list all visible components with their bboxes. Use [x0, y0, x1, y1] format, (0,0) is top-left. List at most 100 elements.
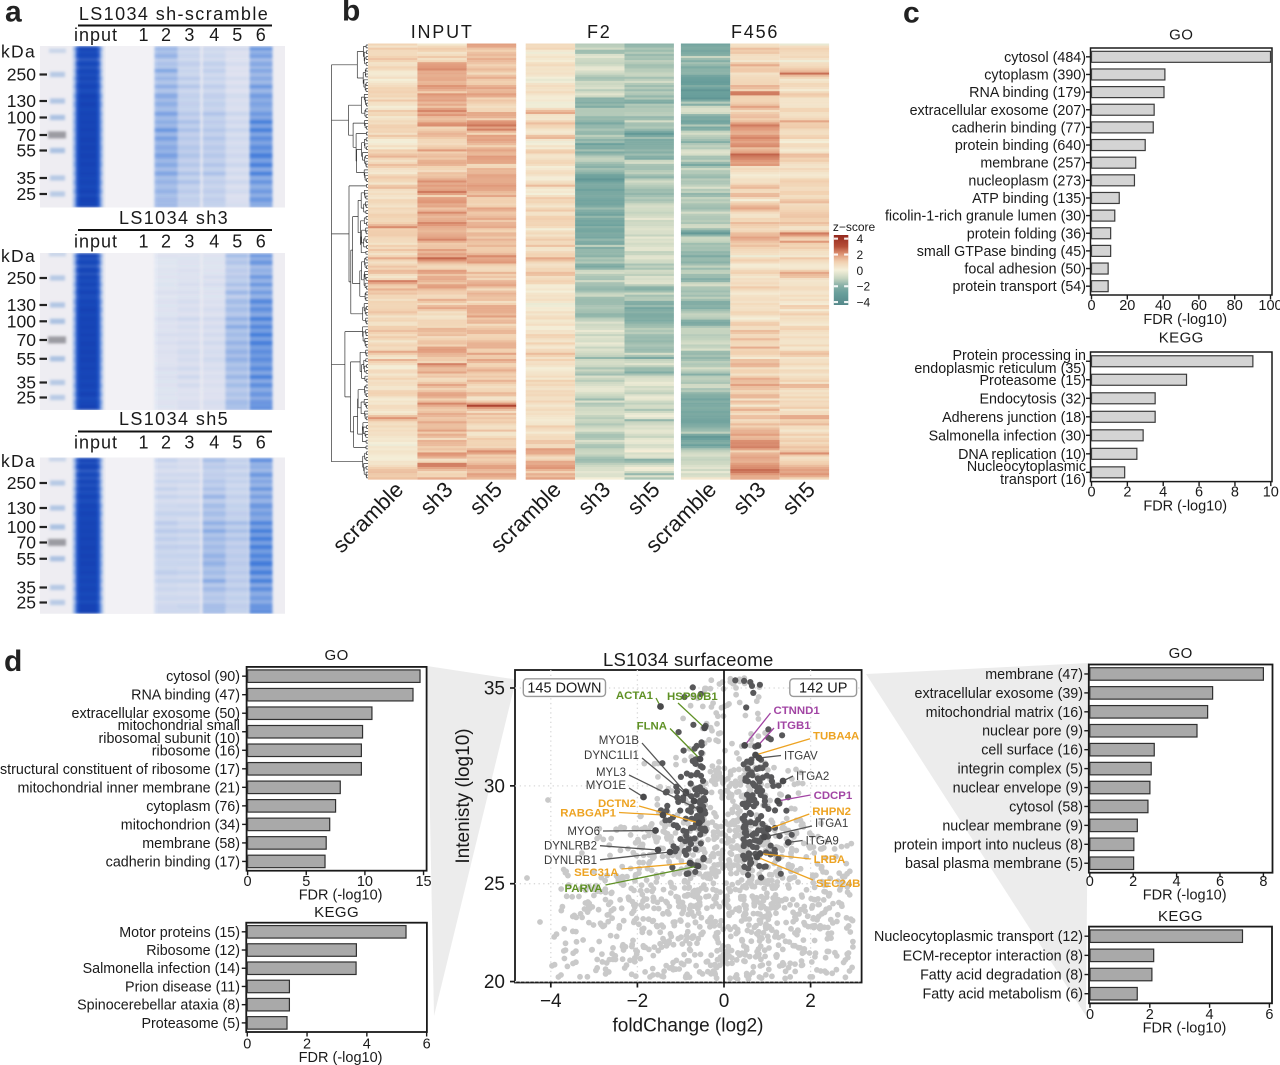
- svg-text:80: 80: [1227, 298, 1243, 314]
- svg-text:membrane (257): membrane (257): [980, 156, 1086, 172]
- svg-text:3: 3: [184, 25, 194, 45]
- svg-text:DYNLRB1: DYNLRB1: [544, 855, 597, 867]
- svg-text:a: a: [5, 0, 22, 29]
- svg-text:protein folding (36): protein folding (36): [967, 226, 1086, 242]
- svg-text:cytosol (58): cytosol (58): [1009, 799, 1083, 815]
- svg-text:LRBA: LRBA: [814, 854, 846, 866]
- svg-text:−4: −4: [857, 296, 871, 310]
- svg-text:Proteasome (5): Proteasome (5): [141, 1016, 240, 1032]
- svg-text:protein transport (54): protein transport (54): [952, 279, 1086, 295]
- svg-text:2: 2: [161, 25, 171, 45]
- svg-text:LS1034 sh5: LS1034 sh5: [119, 409, 229, 429]
- svg-text:Endocytosis (32): Endocytosis (32): [980, 391, 1086, 407]
- svg-text:INPUT: INPUT: [411, 22, 474, 42]
- svg-text:kDa: kDa: [1, 246, 36, 266]
- svg-text:basal plasma membrane (5): basal plasma membrane (5): [905, 856, 1083, 872]
- svg-text:3: 3: [184, 433, 194, 453]
- svg-text:ITGA9: ITGA9: [806, 836, 839, 848]
- svg-text:FDR (-log10): FDR (-log10): [1143, 1021, 1227, 1037]
- svg-text:20: 20: [1119, 298, 1135, 314]
- svg-text:cadherin binding (17): cadherin binding (17): [106, 854, 240, 870]
- svg-text:extracellular exosome (207): extracellular exosome (207): [910, 103, 1086, 119]
- svg-text:Protein processing in: Protein processing in: [952, 348, 1086, 364]
- svg-text:40: 40: [1155, 298, 1171, 314]
- svg-text:cytosol (90): cytosol (90): [166, 669, 240, 685]
- svg-text:endoplasmic reticulum (35): endoplasmic reticulum (35): [914, 361, 1086, 377]
- svg-text:ATP binding (135): ATP binding (135): [972, 191, 1086, 207]
- svg-text:70: 70: [17, 125, 37, 145]
- svg-text:0: 0: [243, 1037, 251, 1053]
- svg-text:MYO6: MYO6: [567, 826, 600, 838]
- svg-text:membrane (58): membrane (58): [142, 836, 240, 852]
- svg-text:HSP90B1: HSP90B1: [667, 691, 718, 703]
- svg-text:FDR (-log10): FDR (-log10): [1143, 499, 1227, 515]
- svg-text:10: 10: [357, 874, 373, 890]
- svg-text:4: 4: [209, 25, 219, 45]
- svg-text:SEC31A: SEC31A: [574, 867, 618, 879]
- svg-text:RNA binding (179): RNA binding (179): [969, 85, 1086, 101]
- svg-text:145 DOWN: 145 DOWN: [527, 680, 601, 696]
- svg-text:Motor proteins (15): Motor proteins (15): [119, 925, 240, 941]
- svg-text:protein import into nucleus (8: protein import into nucleus (8): [894, 837, 1083, 853]
- svg-text:6: 6: [256, 232, 266, 252]
- svg-text:mitochondrial matrix (16): mitochondrial matrix (16): [926, 705, 1083, 721]
- svg-text:70: 70: [17, 533, 37, 553]
- svg-text:−2: −2: [627, 991, 649, 1012]
- svg-text:DYNLRB2: DYNLRB2: [544, 841, 597, 853]
- svg-text:ECM-receptor interaction (8): ECM-receptor interaction (8): [903, 948, 1083, 964]
- svg-text:4: 4: [1173, 874, 1181, 890]
- svg-text:0: 0: [244, 874, 252, 890]
- svg-text:foldChange (log2): foldChange (log2): [612, 1016, 763, 1037]
- svg-text:35: 35: [17, 578, 36, 598]
- svg-text:nucleoplasm (273): nucleoplasm (273): [968, 173, 1086, 189]
- svg-text:250: 250: [7, 473, 36, 493]
- svg-text:35: 35: [17, 168, 36, 188]
- svg-text:DCTN2: DCTN2: [598, 798, 636, 810]
- svg-text:MYO1B: MYO1B: [599, 735, 640, 747]
- svg-text:KEGG: KEGG: [1158, 908, 1203, 925]
- svg-text:kDa: kDa: [1, 451, 36, 471]
- svg-text:250: 250: [7, 268, 36, 288]
- svg-text:KEGG: KEGG: [314, 904, 359, 921]
- svg-text:130: 130: [7, 498, 36, 518]
- svg-text:KEGG: KEGG: [1159, 330, 1204, 347]
- svg-text:z−score: z−score: [833, 220, 876, 234]
- svg-text:55: 55: [17, 141, 36, 161]
- svg-text:4: 4: [1159, 485, 1167, 501]
- svg-text:TUBA4A: TUBA4A: [813, 731, 859, 743]
- svg-text:3: 3: [184, 232, 194, 252]
- svg-text:4: 4: [1206, 1007, 1214, 1023]
- svg-text:2: 2: [1123, 485, 1131, 501]
- svg-text:Fatty acid degradation (8): Fatty acid degradation (8): [920, 968, 1083, 984]
- svg-text:250: 250: [7, 65, 36, 85]
- svg-text:ITGA1: ITGA1: [815, 818, 848, 830]
- svg-text:1: 1: [138, 25, 148, 45]
- svg-text:6: 6: [256, 25, 266, 45]
- svg-text:mitochondrial small: mitochondrial small: [118, 718, 240, 734]
- svg-text:nuclear envelope (9): nuclear envelope (9): [953, 781, 1083, 797]
- svg-text:60: 60: [1191, 298, 1207, 314]
- svg-text:55: 55: [17, 549, 36, 569]
- svg-text:10: 10: [1263, 485, 1279, 501]
- svg-text:cytosol (484): cytosol (484): [1004, 50, 1086, 66]
- svg-text:ribosome (16): ribosome (16): [152, 743, 240, 759]
- svg-text:FLNA: FLNA: [637, 721, 667, 733]
- svg-text:focal adhesion (50): focal adhesion (50): [964, 262, 1086, 278]
- svg-text:100: 100: [7, 517, 36, 537]
- svg-text:mitochondrion (34): mitochondrion (34): [121, 817, 240, 833]
- svg-text:input: input: [74, 232, 118, 252]
- svg-text:55: 55: [17, 349, 36, 369]
- svg-text:Nucleocytoplasmic transport (1: Nucleocytoplasmic transport (12): [874, 929, 1083, 945]
- svg-text:RHPN2: RHPN2: [812, 806, 851, 818]
- svg-text:ITGA2: ITGA2: [796, 771, 829, 783]
- svg-text:mitochondrial inner membrane (: mitochondrial inner membrane (21): [18, 780, 241, 796]
- svg-text:Ribosome (12): Ribosome (12): [146, 943, 240, 959]
- svg-text:SEC24B: SEC24B: [816, 878, 860, 890]
- svg-text:GO: GO: [1169, 645, 1193, 662]
- svg-text:5: 5: [232, 433, 242, 453]
- svg-text:70: 70: [17, 330, 37, 350]
- svg-text:6: 6: [256, 433, 266, 453]
- svg-text:ficolin-1-rich granule lumen (: ficolin-1-rich granule lumen (30): [885, 209, 1086, 225]
- svg-text:25: 25: [17, 593, 36, 613]
- svg-text:cadherin binding (77): cadherin binding (77): [952, 120, 1086, 136]
